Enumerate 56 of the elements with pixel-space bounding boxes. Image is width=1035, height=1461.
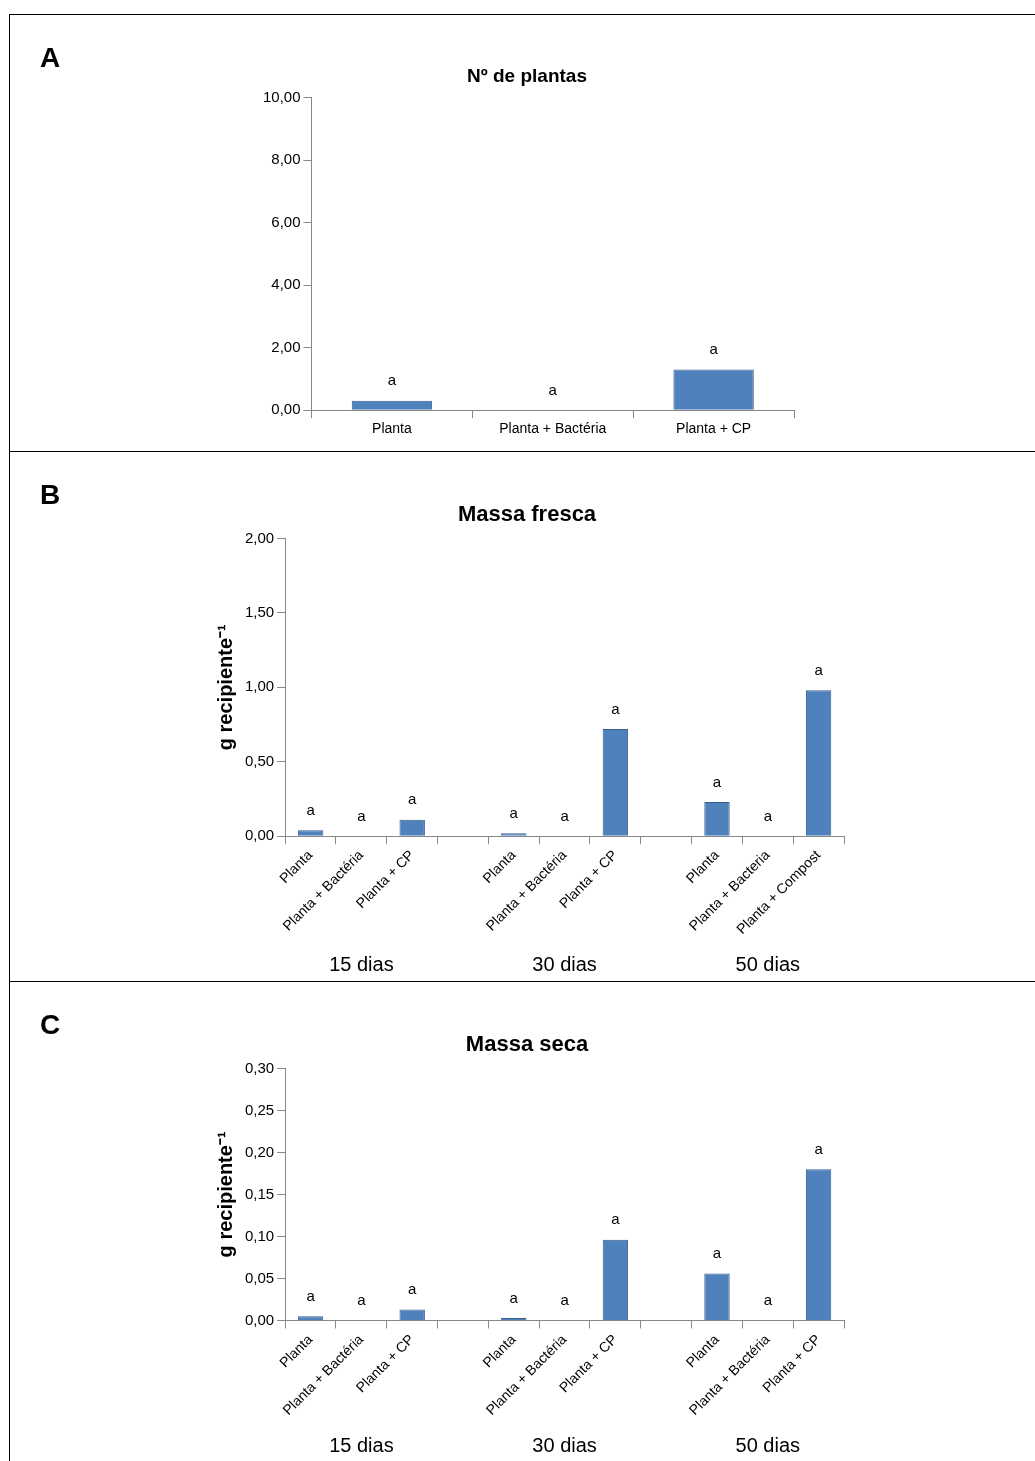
data-label: a	[306, 800, 316, 818]
data-label: a	[763, 806, 773, 824]
y-tick-label: 0,10	[244, 1226, 275, 1244]
y-axis-title: g recipiente⁻¹	[213, 623, 236, 751]
y-tick-label: 0,00	[244, 826, 275, 844]
y-tick-label: 2,00	[271, 337, 301, 355]
data-label: a	[357, 1291, 367, 1309]
data-label: a	[709, 340, 719, 358]
y-tick-label: 1,00	[244, 677, 275, 695]
data-label: a	[611, 699, 621, 717]
text: 30 dias	[532, 952, 597, 975]
text: 50 dias	[735, 952, 801, 975]
data-label: a	[814, 1139, 824, 1157]
data-label: a	[560, 1291, 570, 1309]
data-label: a	[408, 790, 418, 808]
y-tick-label: 6,00	[271, 212, 301, 230]
y-axis-title: g recipiente⁻¹	[213, 1131, 236, 1258]
y-tick-label: 1,50	[244, 602, 275, 620]
x-tick-label: Planta	[372, 420, 413, 437]
text: 15 dias	[329, 1433, 394, 1456]
chart-title: Massa seca	[465, 1031, 589, 1057]
y-tick-label: 0,00	[244, 1310, 275, 1328]
x-tick-label: Planta + Bactéria	[499, 420, 607, 437]
data-label: a	[408, 1280, 418, 1298]
text: A	[40, 41, 61, 73]
text: 30 dias	[532, 1433, 597, 1456]
data-label: a	[560, 806, 570, 824]
text: B	[40, 478, 61, 510]
data-label: a	[763, 1291, 773, 1309]
chart-title: Nº de plantas	[467, 64, 587, 86]
y-tick-label: 2,00	[244, 528, 275, 546]
y-tick-label: 0,15	[244, 1184, 275, 1202]
data-label: a	[712, 772, 722, 790]
y-tick-label: 0,25	[244, 1100, 275, 1118]
y-tick-label: 0,20	[244, 1142, 275, 1160]
x-tick-label: Planta + CP	[676, 420, 752, 437]
data-label: a	[509, 1288, 519, 1306]
y-tick-label: 0,00	[271, 400, 301, 418]
data-label: a	[611, 1210, 621, 1228]
data-label: a	[306, 1286, 316, 1304]
data-label: a	[548, 380, 558, 398]
text: C	[40, 1008, 61, 1040]
data-label: a	[814, 660, 824, 678]
text: 15 dias	[329, 952, 394, 975]
data-label: a	[357, 806, 367, 824]
data-label: a	[509, 803, 519, 821]
y-tick-label: 0,30	[244, 1058, 275, 1076]
y-tick-label: 10,00	[262, 87, 301, 105]
data-label: a	[712, 1244, 722, 1262]
text: 50 dias	[735, 1433, 801, 1456]
y-tick-label: 0,05	[244, 1268, 275, 1286]
chart-title: Massa fresca	[457, 501, 597, 527]
y-tick-label: 8,00	[271, 150, 301, 168]
y-tick-label: 0,50	[244, 751, 275, 769]
data-label: a	[387, 371, 397, 389]
y-tick-label: 4,00	[271, 275, 301, 293]
